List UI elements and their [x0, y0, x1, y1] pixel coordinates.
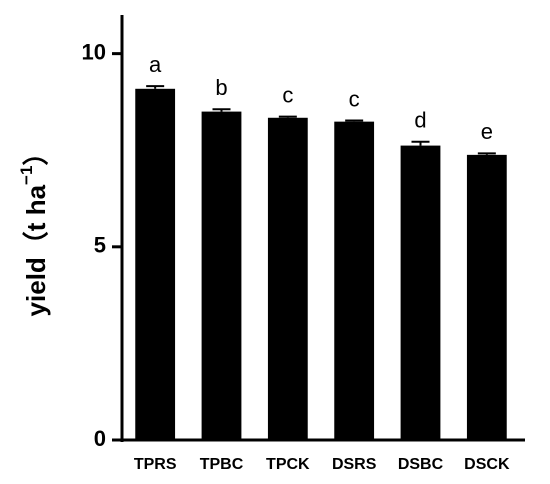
significance-letter: e: [481, 119, 493, 144]
error-bar: [146, 85, 165, 89]
significance-letter: b: [215, 75, 227, 100]
x-tick-label: TPBC: [200, 456, 244, 473]
error-bar: [477, 152, 496, 155]
x-tick-label: DSBC: [398, 456, 444, 473]
y-axis-label: yield（t ha−1）: [17, 140, 50, 317]
significance-letter: a: [149, 52, 162, 77]
x-tick-label: TPRS: [134, 456, 177, 473]
significance-letter: c: [282, 82, 293, 107]
x-tick-label: DSRS: [332, 456, 377, 473]
x-tick-label: DSCK: [464, 456, 510, 473]
significance-letter: d: [414, 108, 426, 133]
bar: [334, 121, 375, 441]
error-bar: [278, 115, 297, 118]
y-tick-label: 5: [94, 233, 106, 258]
y-tick-label: 0: [94, 426, 106, 451]
error-bar: [345, 119, 364, 122]
bar: [201, 111, 242, 440]
bar: [400, 145, 441, 440]
significance-letter: c: [349, 86, 360, 111]
y-label-close: ）: [21, 140, 51, 166]
y-label-text: yield（t ha: [21, 184, 51, 316]
error-bar: [411, 140, 430, 146]
bar: [135, 88, 176, 440]
bar: [267, 117, 308, 440]
error-bar: [212, 108, 231, 112]
bar: [466, 154, 507, 440]
y-label-sup: −1: [17, 166, 36, 185]
x-tick-label: TPCK: [266, 456, 310, 473]
y-tick-label: 10: [82, 39, 106, 64]
